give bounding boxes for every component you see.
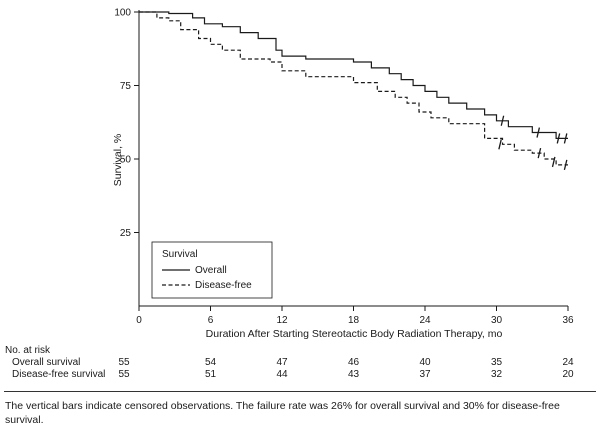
x-tick-label: 24 [419,315,431,326]
x-tick-label: 0 [136,315,142,326]
legend-overall-label: Overall [195,265,227,276]
risk-count: 44 [276,369,288,380]
risk-row-label: Overall survival [12,357,81,368]
footnote: The vertical bars indicate censored obse… [5,400,560,426]
risk-count: 55 [118,357,130,368]
chart-legend: Survival Overall Disease-free [151,241,273,299]
x-tick-label: 30 [491,315,503,326]
risk-count: 55 [118,369,130,380]
risk-row-overall: Overall survival 55 54 47 46 40 35 24 [0,357,600,369]
footnote-divider [4,391,596,392]
y-axis-title: Survival, % [112,134,124,187]
censor-mark-disease-free [537,147,542,159]
y-tick-label: 75 [120,81,132,92]
chart-series [139,11,568,171]
risk-count: 37 [419,369,431,380]
risk-count: 46 [347,357,360,368]
legend-disease-free-label: Disease-free [195,280,252,291]
risk-count: 20 [562,369,574,380]
risk-table: No. at risk Overall survival 55 54 47 46 40 3… [0,345,600,381]
x-tick-label: 36 [562,315,574,326]
risk-count: 43 [347,369,360,380]
censor-mark-disease-free [498,139,502,150]
risk-row-label: Disease-free survival [12,369,106,380]
risk-count: 40 [419,357,431,368]
x-tick-label: 6 [208,315,214,326]
censor-mark-disease-free [563,159,568,171]
survival-chart: 25 50 75 100 0 6 12 18 24 30 36 Survival Overall D… [112,8,574,341]
censor-mark-overall [500,115,505,126]
chart-axes: 25 50 75 100 0 6 12 18 24 30 36 [114,8,574,327]
risk-count: 35 [490,357,503,368]
y-tick-label: 50 [120,155,132,166]
risk-table-heading-row: No. at risk [0,345,600,357]
censor-mark-overall [536,127,541,138]
risk-count: 47 [276,357,288,368]
risk-table-heading: No. at risk [5,345,51,356]
series-line-disease-free [139,11,568,166]
risk-count: 24 [562,357,574,368]
legend-title: Survival [162,249,198,260]
censor-mark-overall [563,133,568,144]
censor-mark-overall [556,133,561,144]
y-tick-label: 25 [120,228,132,239]
risk-row-disease-free: Disease-free survival 55 51 44 43 37 32 20 [0,369,600,381]
censor-mark-disease-free [551,156,556,168]
risk-count: 32 [490,369,503,380]
x-axis-title: Duration After Starting Stereotactic Bod… [206,328,503,340]
series-line-overall [139,11,568,139]
y-tick-label: 100 [114,8,131,19]
x-tick-label: 12 [276,315,288,326]
risk-count: 51 [204,369,217,380]
risk-count: 54 [204,357,217,368]
x-tick-label: 18 [348,315,360,326]
